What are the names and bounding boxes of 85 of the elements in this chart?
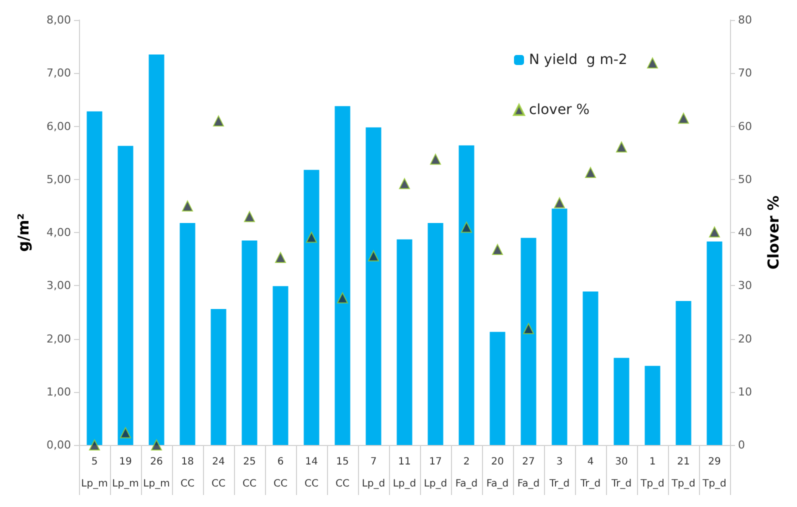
x-tick-label: 15 CC xyxy=(336,456,350,490)
bar xyxy=(490,332,506,445)
x-tick-label: 6 CC xyxy=(274,456,288,490)
y-axis-title: g/m² xyxy=(14,213,32,252)
bar xyxy=(118,146,134,445)
y2-tick-label: 40 xyxy=(738,226,752,239)
y2-tick-label: 10 xyxy=(738,385,752,398)
y-tick-label: 8,00 xyxy=(46,14,71,26)
point xyxy=(337,292,348,304)
bar xyxy=(676,301,692,445)
bar xyxy=(582,291,598,445)
y2-tick-label: 0 xyxy=(738,438,745,452)
legend-label: clover % xyxy=(529,102,590,118)
point xyxy=(368,250,379,262)
y-tick-label: 3,00 xyxy=(46,279,71,292)
bar xyxy=(552,208,568,445)
x-tick-label: 1 Tp_d xyxy=(640,456,664,490)
x-tick-label: 26 Lp_m xyxy=(143,456,170,490)
bar xyxy=(614,358,630,445)
bar xyxy=(396,239,412,445)
y2-tick-label: 60 xyxy=(738,120,752,133)
bar xyxy=(644,366,660,445)
legend-label: N yield g m-2 xyxy=(529,52,628,68)
y-tick-label: 1,00 xyxy=(46,385,71,398)
point xyxy=(399,178,410,190)
point xyxy=(275,252,286,263)
x-tick-label: 2 Fa_d xyxy=(455,456,478,490)
point xyxy=(213,115,224,126)
y-tick-label: 4,00 xyxy=(46,226,71,239)
point xyxy=(492,244,503,255)
x-tick-label: 24 CC xyxy=(212,456,226,490)
bar xyxy=(148,54,164,445)
point xyxy=(151,440,162,450)
bar xyxy=(210,309,226,445)
point xyxy=(554,197,565,208)
point xyxy=(616,141,627,152)
point xyxy=(461,222,472,233)
y2-tick-label: 50 xyxy=(738,172,752,186)
point xyxy=(430,154,441,165)
y2-tick-label: 70 xyxy=(738,66,752,80)
bar xyxy=(86,111,102,445)
bar xyxy=(706,242,722,445)
point xyxy=(244,211,255,222)
bar xyxy=(272,286,288,445)
y-tick-label: 5,00 xyxy=(46,172,71,186)
x-tick-label: 29 Tp_d xyxy=(702,456,726,490)
x-tick-label: 19 Lp_m xyxy=(112,456,139,490)
y2-tick-label: 30 xyxy=(738,279,752,292)
bar xyxy=(428,222,444,445)
x-tick-label: 20 Fa_d xyxy=(486,456,509,490)
point xyxy=(709,226,720,238)
point xyxy=(120,427,131,438)
y2-tick-label: 20 xyxy=(738,332,752,346)
x-tick-label: 27 Fa_d xyxy=(517,456,540,490)
y-tick-label: 0,00 xyxy=(46,438,71,452)
bar xyxy=(180,222,196,445)
x-tick-label: 11 Lp_d xyxy=(392,456,416,490)
point xyxy=(585,166,596,178)
point xyxy=(89,440,100,450)
y-tick-label: 7,00 xyxy=(46,66,71,80)
point xyxy=(678,112,689,124)
x-tick-label: 18 CC xyxy=(180,456,194,490)
bar xyxy=(366,127,382,445)
bar xyxy=(334,106,350,445)
x-tick-label: 3 Tr_d xyxy=(548,456,570,490)
x-tick-label: 4 Tr_d xyxy=(579,456,601,490)
x-tick-label: 25 CC xyxy=(242,456,256,490)
x-tick-label: 30 Tr_d xyxy=(610,456,632,490)
y-tick-label: 6,00 xyxy=(46,120,71,133)
bar xyxy=(304,170,320,445)
x-tick-label: 17 Lp_d xyxy=(424,456,448,490)
point xyxy=(523,323,534,334)
bar xyxy=(458,145,474,445)
x-tick-label: 5 Lp_m xyxy=(81,456,108,490)
bar xyxy=(520,238,536,445)
point xyxy=(647,58,658,69)
y2-tick-label: 80 xyxy=(738,14,752,26)
x-tick-label: 14 CC xyxy=(304,456,318,490)
y-tick-label: 2,00 xyxy=(46,332,71,346)
point xyxy=(306,232,317,243)
x-tick-label: 21 Tp_d xyxy=(670,456,696,490)
x-tick-label: 7 Lp_d xyxy=(362,456,386,490)
bar xyxy=(242,240,258,445)
point xyxy=(182,200,193,212)
y2-axis-title: Clover % xyxy=(764,195,782,270)
